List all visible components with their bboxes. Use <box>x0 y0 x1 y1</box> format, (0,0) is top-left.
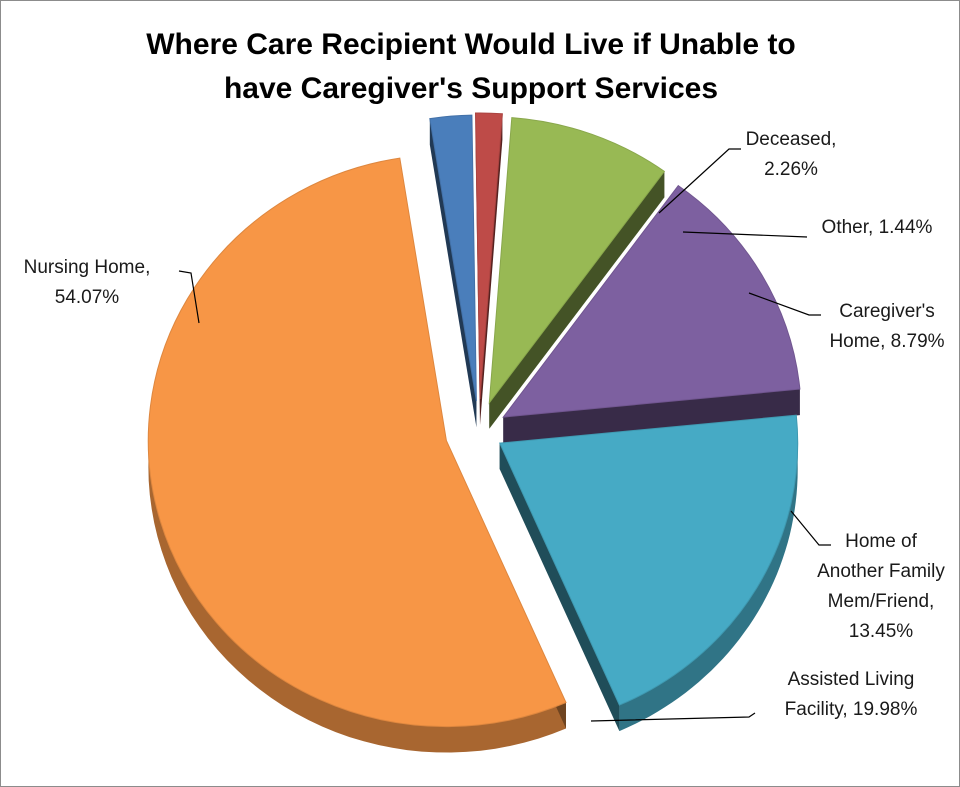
chart-title-line-2: have Caregiver's Support Services <box>223 72 719 105</box>
data-labels: Deceased, 2.26% Other, 1.44% Caregiver's Hom… <box>24 129 946 720</box>
leader-line-home-of-another-family-mem-friend <box>790 510 831 546</box>
slice-other <box>474 112 503 400</box>
data-label-caregiver-s-home-line-0: Caregiver's <box>839 301 935 322</box>
data-label-caregiver-s-home: Caregiver's Home, 8.79% <box>829 301 944 352</box>
slice-deceased <box>429 114 477 402</box>
slice-nursing-home <box>147 157 567 728</box>
slice-side-assisted-living-facility <box>619 443 798 732</box>
data-label-deceased-line-0: Deceased, <box>746 129 837 150</box>
leader-lines <box>178 148 831 722</box>
slice-side-nursing-home <box>148 440 566 753</box>
data-label-home-of-another-family-mem-friend-line-0: Home of <box>845 531 918 552</box>
slice-cut-face-other-1 <box>480 113 503 426</box>
data-label-home-of-another-family-mem-friend-line-3: 13.45% <box>849 621 914 642</box>
leader-line-caregiver-s-home <box>748 292 821 316</box>
slice-cut-face-deceased-0 <box>429 118 477 428</box>
slice-assisted-living-facility <box>498 414 799 706</box>
data-label-home-of-another-family-mem-friend-line-2: Mem/Friend, <box>828 591 935 612</box>
data-label-other-line-0: Other, 1.44% <box>822 217 933 238</box>
data-label-nursing-home-line-1: 54.07% <box>55 287 120 308</box>
slice-cut-face-home-of-another-family-mem-friend-1 <box>503 389 800 444</box>
data-label-home-of-another-family-mem-friend: Home of Another Family Mem/Friend, 13.45% <box>817 531 945 642</box>
data-label-home-of-another-family-mem-friend-line-1: Another Family <box>817 561 945 582</box>
slice-cut-face-assisted-living-facility-1 <box>499 443 620 732</box>
data-label-caregiver-s-home-line-1: Home, 8.79% <box>829 331 944 352</box>
data-label-nursing-home-line-0: Nursing Home, <box>24 257 151 278</box>
data-label-nursing-home: Nursing Home, 54.07% <box>24 257 151 308</box>
leader-line-deceased <box>658 148 741 214</box>
slice-home-of-another-family-mem-friend <box>502 184 801 418</box>
data-label-assisted-living-facility-line-1: Facility, 19.98% <box>785 699 918 720</box>
chart-title-line-1: Where Care Recipient Would Live if Unabl… <box>146 28 796 61</box>
data-label-assisted-living-facility: Assisted Living Facility, 19.98% <box>785 669 918 720</box>
data-label-other: Other, 1.44% <box>822 217 933 238</box>
data-label-assisted-living-facility-line-0: Assisted Living <box>788 669 915 690</box>
leader-line-other <box>682 231 808 238</box>
data-label-deceased-line-1: 2.26% <box>764 159 818 180</box>
chart-title: Where Care Recipient Would Live if Unabl… <box>1 23 941 111</box>
leader-line-assisted-living-facility <box>590 712 756 722</box>
pie-tops <box>147 112 801 728</box>
slice-cut-face-caregiver-s-home-1 <box>489 171 665 429</box>
leader-line-nursing-home <box>178 270 200 324</box>
slice-caregiver-s-home <box>488 117 666 405</box>
data-label-deceased: Deceased, 2.26% <box>746 129 837 180</box>
